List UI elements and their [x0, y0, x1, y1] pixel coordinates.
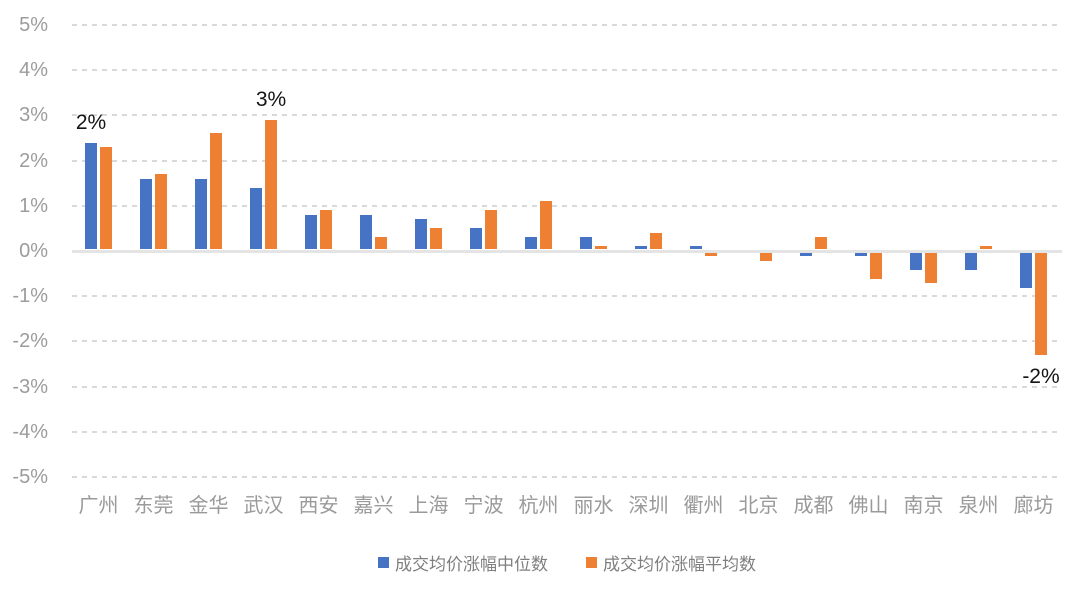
chart-legend: 成交均价涨幅中位数 成交均价涨幅平均数: [72, 550, 1062, 575]
legend-label-mean: 成交均价涨幅平均数: [603, 555, 756, 574]
bar-mean-北京: [760, 253, 772, 261]
x-axis-label-杭州: 杭州: [518, 495, 559, 517]
legend-label-median: 成交均价涨幅中位数: [395, 555, 548, 574]
gridline: [72, 430, 1062, 433]
bar-median-廊坊: [1020, 253, 1032, 288]
x-axis-label-衢州: 衢州: [683, 495, 724, 517]
x-axis-label-深圳: 深圳: [628, 495, 669, 517]
bar-median-佛山: [855, 253, 867, 257]
x-axis-label-宁波: 宁波: [463, 495, 504, 517]
y-axis-tick-label: 3%: [19, 104, 48, 127]
bar-median-宁波: [470, 228, 482, 250]
x-axis-label-武汉: 武汉: [243, 495, 284, 517]
gridline: [72, 385, 1062, 388]
bar-mean-宁波: [485, 210, 497, 250]
x-axis-label-广州: 广州: [78, 495, 119, 517]
bar-mean-佛山: [870, 253, 882, 279]
x-axis-label-成都: 成都: [793, 495, 834, 517]
gridline: [72, 69, 1062, 72]
bar-mean-广州: [100, 147, 112, 250]
bar-median-嘉兴: [360, 214, 372, 250]
bar-mean-深圳: [650, 232, 662, 250]
gridline: [72, 476, 1062, 478]
bar-median-泉州: [965, 253, 977, 270]
bar-mean-泉州: [980, 246, 992, 250]
bar-median-西安: [305, 214, 317, 250]
bar-mean-杭州: [540, 201, 552, 250]
x-axis-label-上海: 上海: [408, 495, 449, 517]
gridline: [72, 114, 1062, 117]
x-axis-label-泉州: 泉州: [958, 495, 999, 517]
data-label-武汉: 3%: [255, 87, 287, 111]
legend-swatch-mean-icon: [586, 557, 597, 568]
bar-mean-廊坊: [1035, 253, 1047, 356]
bar-mean-东莞: [155, 174, 167, 250]
bar-mean-武汉: [265, 119, 277, 250]
y-axis-tick-label: -2%: [12, 330, 48, 353]
bar-median-金华: [195, 178, 207, 250]
x-axis-label-西安: 西安: [298, 495, 339, 517]
gridline: [72, 159, 1062, 162]
gridline: [72, 295, 1062, 298]
x-axis-label-佛山: 佛山: [848, 495, 889, 517]
bar-median-深圳: [635, 246, 647, 250]
y-axis-tick-label: 0%: [19, 240, 48, 262]
bar-median-杭州: [525, 237, 537, 250]
bar-median-丽水: [580, 237, 592, 250]
bar-mean-成都: [815, 237, 827, 250]
x-axis-label-丽水: 丽水: [573, 495, 614, 517]
y-axis-tick-label: 1%: [19, 194, 48, 217]
x-axis-label-嘉兴: 嘉兴: [353, 495, 394, 517]
gridline: [72, 24, 1062, 26]
bar-median-衢州: [690, 246, 702, 250]
data-label-广州: 2%: [75, 110, 107, 134]
legend-item-mean: 成交均价涨幅平均数: [586, 550, 756, 575]
bar-median-东莞: [140, 178, 152, 250]
x-axis-label-金华: 金华: [188, 495, 229, 517]
bar-mean-南京: [925, 253, 937, 284]
bar-median-上海: [415, 219, 427, 250]
bar-mean-上海: [430, 228, 442, 250]
bar-mean-衢州: [705, 253, 717, 257]
bar-median-南京: [910, 253, 922, 270]
bar-median-成都: [800, 253, 812, 257]
gridline: [72, 340, 1062, 343]
y-axis-tick-label: -4%: [12, 420, 48, 443]
x-axis-label-廊坊: 廊坊: [1013, 495, 1054, 517]
y-axis-tick-label: -1%: [12, 285, 48, 308]
y-axis-tick-label: -3%: [12, 375, 48, 398]
bar-mean-丽水: [595, 246, 607, 250]
x-axis-label-北京: 北京: [738, 495, 779, 517]
y-axis-tick-label: 4%: [19, 59, 48, 82]
legend-swatch-median-icon: [378, 557, 389, 568]
legend-item-median: 成交均价涨幅中位数: [378, 550, 548, 575]
x-axis-label-东莞: 东莞: [133, 495, 174, 517]
y-axis-tick-label: -5%: [12, 466, 48, 488]
bar-mean-西安: [320, 210, 332, 250]
gridline: [72, 204, 1062, 207]
x-axis-label-南京: 南京: [903, 495, 944, 517]
y-axis-tick-label: 2%: [19, 149, 48, 172]
bar-mean-金华: [210, 133, 222, 250]
data-label-廊坊: -2%: [1022, 364, 1060, 388]
x-axis-zero-line: [72, 249, 1062, 253]
bar-median-广州: [85, 142, 97, 250]
bar-median-武汉: [250, 187, 262, 250]
bar-mean-嘉兴: [375, 237, 387, 250]
y-axis-tick-label: 5%: [19, 14, 48, 36]
